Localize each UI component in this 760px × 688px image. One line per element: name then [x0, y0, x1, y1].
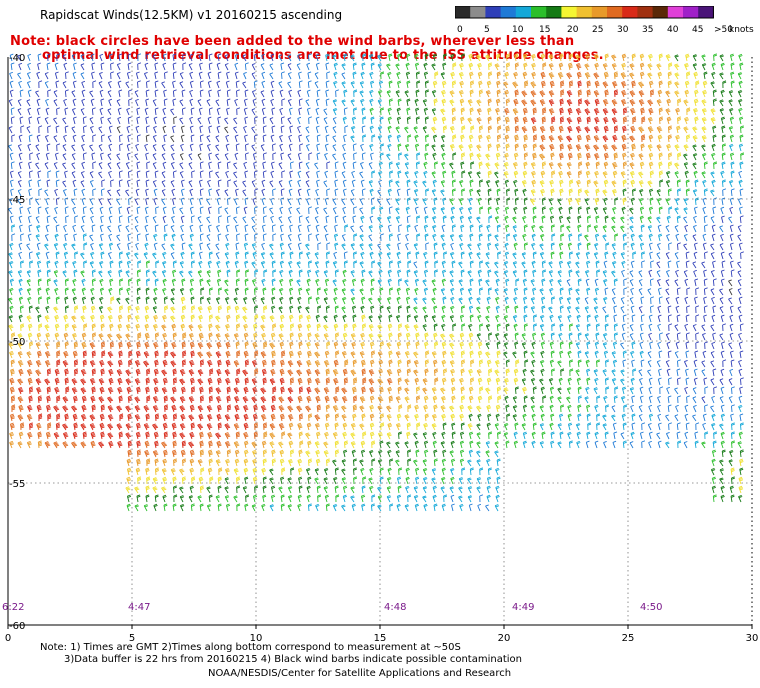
colorbar-label: >50	[714, 25, 733, 35]
wind-barb-group	[8, 53, 691, 485]
wind-barb-group	[9, 53, 681, 467]
wind-barbs	[8, 53, 745, 512]
latitude-label: -60	[9, 621, 25, 632]
note-line-1: Note: black circles have been added to t…	[10, 34, 575, 49]
colorbar-swatch	[576, 6, 593, 18]
colorbar-swatch	[546, 6, 562, 18]
latitude-label: -55	[9, 479, 25, 490]
colorbar-label: 45	[692, 25, 703, 35]
colorbar-swatch	[652, 6, 669, 18]
colorbar-swatch	[531, 6, 547, 18]
colorbar-swatch	[591, 6, 608, 18]
map-title: Rapidscat Winds(12.5KM) v1 20160215 asce…	[40, 8, 343, 22]
latitude-label: -40	[9, 53, 25, 64]
wind-barb-group	[8, 53, 745, 512]
longitude-label: 0	[5, 633, 11, 644]
longitude-label: 30	[746, 633, 759, 644]
measurement-time-label: 4:49	[512, 602, 534, 613]
footer-note-2: 3)Data buffer is 22 hrs from 20160215 4)…	[64, 654, 522, 665]
colorbar-label: 35	[642, 25, 653, 35]
colorbar-swatch	[561, 6, 578, 18]
colorbar-swatch	[500, 6, 517, 18]
longitude-label: 20	[498, 633, 511, 644]
colorbar-swatch	[455, 6, 471, 18]
wind-barb-group	[8, 53, 744, 512]
colorbar-label: 15	[539, 25, 550, 35]
colorbar-swatch	[607, 6, 623, 18]
footer-credit: NOAA/NESDIS/Center for Satellite Applica…	[208, 668, 512, 679]
footer-note-1: Note: 1) Times are GMT 2)Times along bot…	[40, 642, 461, 653]
colorbar-swatch	[637, 6, 654, 18]
wind-barb-group	[8, 53, 744, 512]
wind-barb-group	[8, 53, 744, 512]
measurement-time-label: 6:22	[2, 602, 24, 613]
colorbar-swatch	[470, 6, 486, 18]
colorbar-label: 25	[592, 25, 603, 35]
map-grid	[8, 57, 752, 625]
colorbar-border	[455, 6, 714, 19]
colorbar-swatch	[683, 6, 699, 18]
measurement-time-label: 4:48	[384, 602, 406, 613]
colorbar-swatch	[698, 6, 714, 18]
wind-barb-group	[116, 116, 733, 296]
measurement-time-label: 4:47	[128, 602, 150, 613]
latitude-labels: -40 -45 -50 -55 -60	[9, 53, 25, 632]
colorbar-label: 5	[484, 25, 490, 35]
note-line-2: optimal wind retrieval conditions are me…	[42, 48, 604, 63]
colorbar-label: 40	[667, 25, 679, 35]
colorbar-label: 30	[617, 25, 629, 35]
latitude-label: -45	[9, 195, 25, 206]
measurement-time-label: 4:50	[640, 602, 662, 613]
colorbar-swatch	[622, 6, 638, 18]
wind-barb-group	[8, 53, 744, 404]
latitude-label: -50	[9, 337, 25, 348]
wind-barb-group	[8, 53, 744, 494]
time-labels: 6:22 4:47 4:48 4:49 4:50	[2, 602, 662, 613]
wind-barb-group	[9, 62, 655, 458]
colorbar-label: 10	[512, 25, 524, 35]
map-frame	[7, 57, 753, 629]
colorbar-unit: knots	[729, 25, 754, 35]
colorbar-label: 20	[567, 25, 579, 35]
longitude-label: 25	[622, 633, 635, 644]
colorbar-label: 0	[457, 25, 463, 35]
colorbar-swatch	[515, 6, 532, 18]
wind-barb-group	[18, 80, 628, 449]
colorbar-swatch	[667, 6, 684, 18]
colorbar-swatch	[485, 6, 502, 18]
